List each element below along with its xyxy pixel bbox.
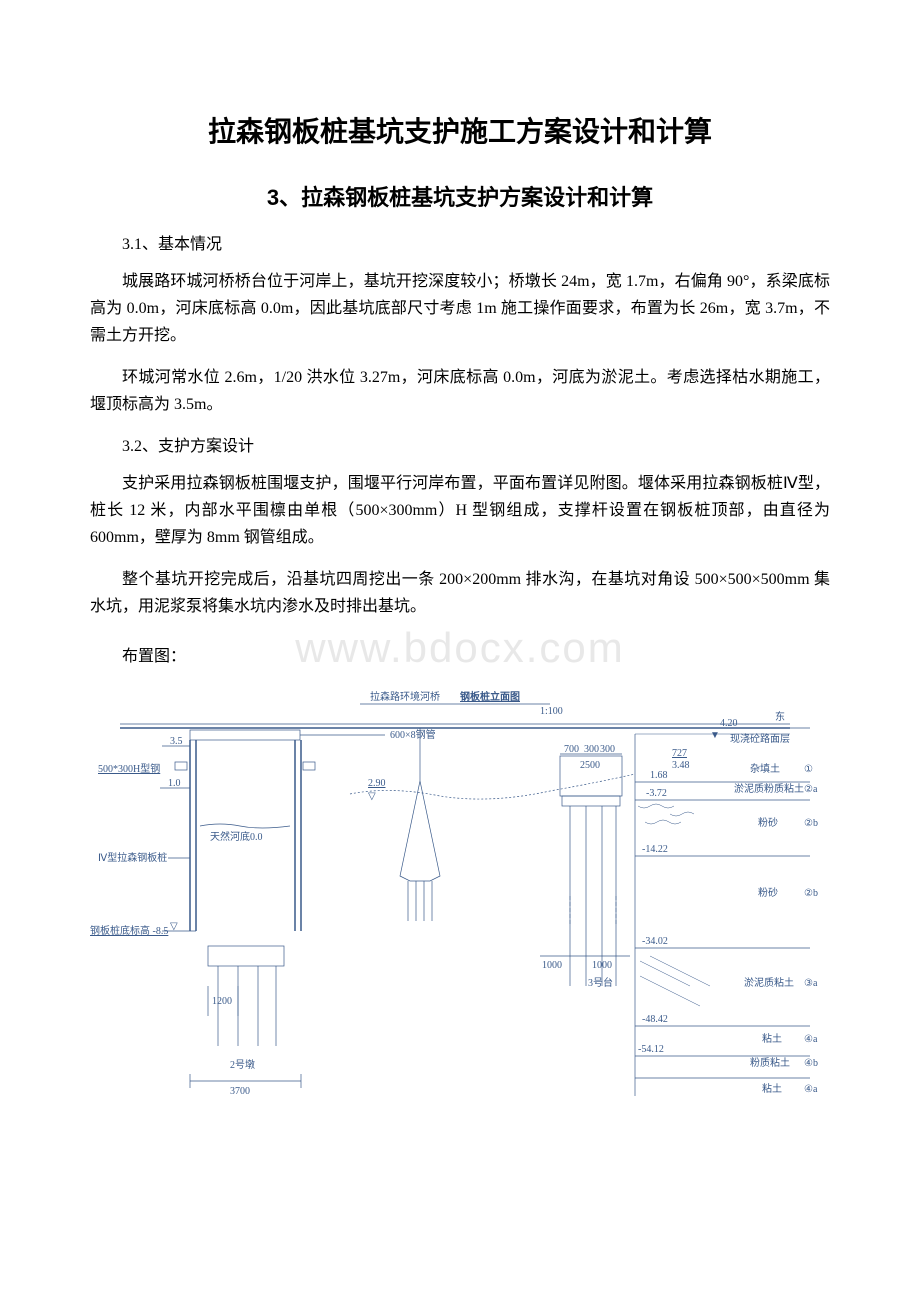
svg-text:Ⅳ型拉森钢板桩: Ⅳ型拉森钢板桩	[98, 851, 167, 864]
svg-text:-14.22: -14.22	[642, 844, 668, 855]
layout-label: 布置图：	[90, 642, 830, 666]
svg-text:1200: 1200	[212, 996, 232, 1007]
svg-text:②a: ②a	[804, 784, 818, 795]
svg-text:727: 727	[672, 748, 687, 759]
svg-text:-48.42: -48.42	[642, 1014, 668, 1025]
svg-text:杂填土: 杂填土	[750, 762, 780, 775]
svg-text:粘土: 粘土	[762, 1082, 782, 1095]
svg-text:▼: ▼	[710, 730, 720, 741]
svg-text:1.0: 1.0	[168, 778, 181, 789]
svg-text:300: 300	[600, 744, 615, 755]
svg-text:700: 700	[564, 744, 579, 755]
svg-text:1000: 1000	[542, 960, 562, 971]
svg-text:1:100: 1:100	[540, 706, 563, 717]
svg-text:淤泥质粘土: 淤泥质粘土	[744, 976, 794, 989]
svg-text:2500: 2500	[580, 760, 600, 771]
svg-text:2.90: 2.90	[368, 778, 386, 789]
paragraph: 环城河常水位 2.6m，1/20 洪水位 3.27m，河床底标高 0.0m，河底…	[90, 364, 830, 418]
paragraph: 城展路环城河桥桥台位于河岸上，基坑开挖深度较小；桥墩长 24m，宽 1.7m，右…	[90, 268, 830, 350]
svg-text:钢板桩立面图: 钢板桩立面图	[460, 690, 520, 703]
svg-text:②b: ②b	[804, 888, 818, 899]
svg-text:粉砂: 粉砂	[758, 816, 778, 829]
svg-text:-54.12: -54.12	[638, 1044, 664, 1055]
section-title: 3、拉森钢板桩基坑支护方案设计和计算	[90, 180, 830, 212]
svg-text:④a: ④a	[804, 1034, 818, 1045]
svg-text:粉砂: 粉砂	[758, 886, 778, 899]
svg-text:-3.72: -3.72	[646, 788, 667, 799]
svg-text:④a: ④a	[804, 1084, 818, 1095]
document-title: 拉森钢板桩基坑支护施工方案设计和计算	[90, 110, 830, 150]
svg-text:①: ①	[804, 764, 813, 775]
section-drawing-svg: 拉森路环境河桥 钢板桩立面图 1:100 东 现浇砼路面层 ▼ 4.20 600…	[90, 686, 830, 1106]
svg-text:4.20: 4.20	[720, 718, 738, 729]
svg-text:③a: ③a	[804, 978, 818, 989]
svg-text:3.48: 3.48	[672, 760, 690, 771]
svg-text:600×8钢管: 600×8钢管	[390, 728, 436, 741]
subheading-3-1: 3.1、基本情况	[90, 230, 830, 254]
svg-text:-34.02: -34.02	[642, 936, 668, 947]
svg-text:3700: 3700	[230, 1086, 250, 1097]
strata-layers: 1.68 杂填土 ① -3.72 淤泥质粉质粘土 ②a 粉砂 ②b -14.22…	[635, 762, 818, 1095]
svg-text:1.68: 1.68	[650, 770, 668, 781]
svg-text:④b: ④b	[804, 1058, 818, 1069]
svg-text:钢板桩底标高 -8.5: 钢板桩底标高 -8.5	[90, 924, 168, 937]
svg-text:3号台: 3号台	[588, 976, 613, 989]
svg-text:②b: ②b	[804, 818, 818, 829]
svg-text:▽: ▽	[368, 791, 376, 802]
svg-text:粘土: 粘土	[762, 1032, 782, 1045]
svg-text:▽: ▽	[170, 921, 178, 932]
svg-text:天然河底0.0: 天然河底0.0	[210, 830, 263, 843]
svg-text:淤泥质粉质粘土: 淤泥质粉质粘土	[734, 782, 804, 795]
svg-text:500*300H型钢: 500*300H型钢	[98, 762, 160, 775]
svg-text:1000: 1000	[592, 960, 612, 971]
svg-text:300: 300	[584, 744, 599, 755]
svg-text:2号墩: 2号墩	[230, 1058, 255, 1071]
subheading-3-2: 3.2、支护方案设计	[90, 432, 830, 456]
svg-text:东: 东	[775, 710, 785, 723]
svg-text:拉森路环境河桥: 拉森路环境河桥	[370, 690, 440, 703]
engineering-diagram: 拉森路环境河桥 钢板桩立面图 1:100 东 现浇砼路面层 ▼ 4.20 600…	[90, 686, 830, 1111]
paragraph: 支护采用拉森钢板桩围堰支护，围堰平行河岸布置，平面布置详见附图。堰体采用拉森钢板…	[90, 470, 830, 552]
svg-text:3.5: 3.5	[170, 736, 183, 747]
paragraph: 整个基坑开挖完成后，沿基坑四周挖出一条 200×200mm 排水沟，在基坑对角设…	[90, 566, 830, 620]
svg-text:粉质粘土: 粉质粘土	[750, 1056, 790, 1069]
